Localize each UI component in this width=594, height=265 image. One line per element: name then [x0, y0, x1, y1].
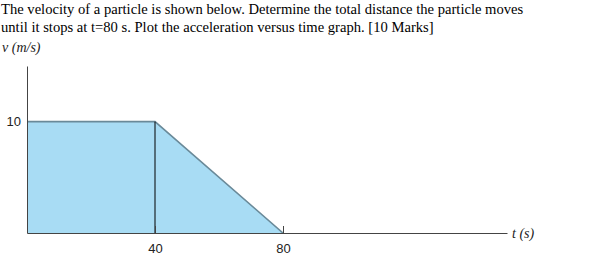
x-tick: 40 [148, 226, 162, 256]
area [27, 122, 283, 233]
y-axis-line [27, 67, 28, 234]
question-line: The velocity of a particle is shown belo… [1, 1, 524, 17]
y-tick-label: 10 [7, 114, 21, 129]
drop-line [155, 122, 156, 233]
x-axis-line [28, 233, 508, 234]
question-line: until it stops at t=80 s. Plot the accel… [1, 19, 434, 35]
x-tick-mark [283, 226, 284, 233]
y-axis: 10 [7, 67, 28, 234]
x-axis: 40 80 [28, 226, 508, 256]
question: The velocity of a particle is shown belo… [1, 1, 524, 35]
y-axis-title: v (m/s) [2, 40, 41, 56]
figure: The velocity of a particle is shown belo… [0, 0, 594, 265]
x-axis-title: t (s) [512, 226, 535, 242]
x-tick-mark [155, 226, 156, 233]
y-tick: 10 [7, 114, 27, 129]
x-tick-label: 80 [276, 241, 290, 256]
line [27, 122, 283, 233]
x-tick-label: 40 [148, 241, 162, 256]
plot-area [27, 122, 283, 233]
x-tick: 80 [276, 226, 290, 256]
